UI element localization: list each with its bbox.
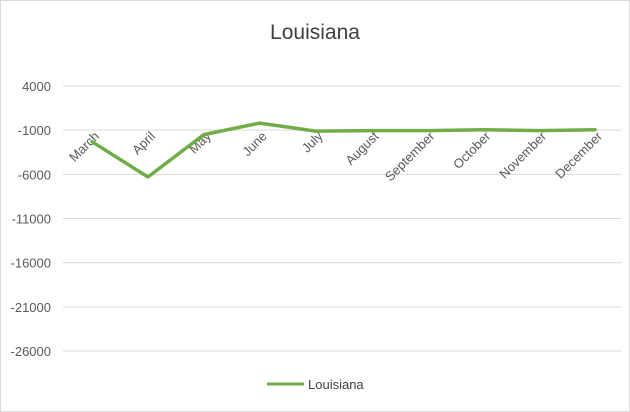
data-point xyxy=(369,129,373,133)
x-tick-label: December xyxy=(552,128,605,181)
data-point xyxy=(202,133,206,137)
x-tick-label: September xyxy=(382,128,438,184)
chart-title: Louisiana xyxy=(270,21,360,44)
data-point xyxy=(314,129,318,133)
x-tick-label: April xyxy=(129,128,158,157)
x-tick-label: August xyxy=(342,128,381,167)
y-tick-label: -6000 xyxy=(18,167,51,182)
data-point xyxy=(593,128,597,132)
legend: Louisiana xyxy=(267,377,364,392)
y-tick-label: -16000 xyxy=(11,256,51,271)
data-point xyxy=(90,140,94,144)
y-tick-label: 4000 xyxy=(22,79,51,94)
y-axis-ticks: 4000 -1000 -6000 -11000 -16000 -21000 -26000 xyxy=(11,79,51,359)
legend-label: Louisiana xyxy=(308,377,364,392)
series-layer xyxy=(90,121,597,179)
data-point xyxy=(481,128,485,132)
y-tick-label: -1000 xyxy=(18,123,51,138)
y-tick-label: -21000 xyxy=(11,300,51,315)
series-line xyxy=(90,121,597,179)
data-point xyxy=(425,129,429,133)
y-tick-label: -26000 xyxy=(11,344,51,359)
x-tick-label: June xyxy=(239,129,270,160)
x-tick-label: November xyxy=(496,128,549,181)
y-tick-label: -11000 xyxy=(11,212,51,227)
data-point xyxy=(258,121,262,125)
data-point xyxy=(537,129,541,133)
data-point xyxy=(146,175,150,179)
x-tick-label: October xyxy=(450,128,494,172)
gridlines xyxy=(63,85,621,352)
